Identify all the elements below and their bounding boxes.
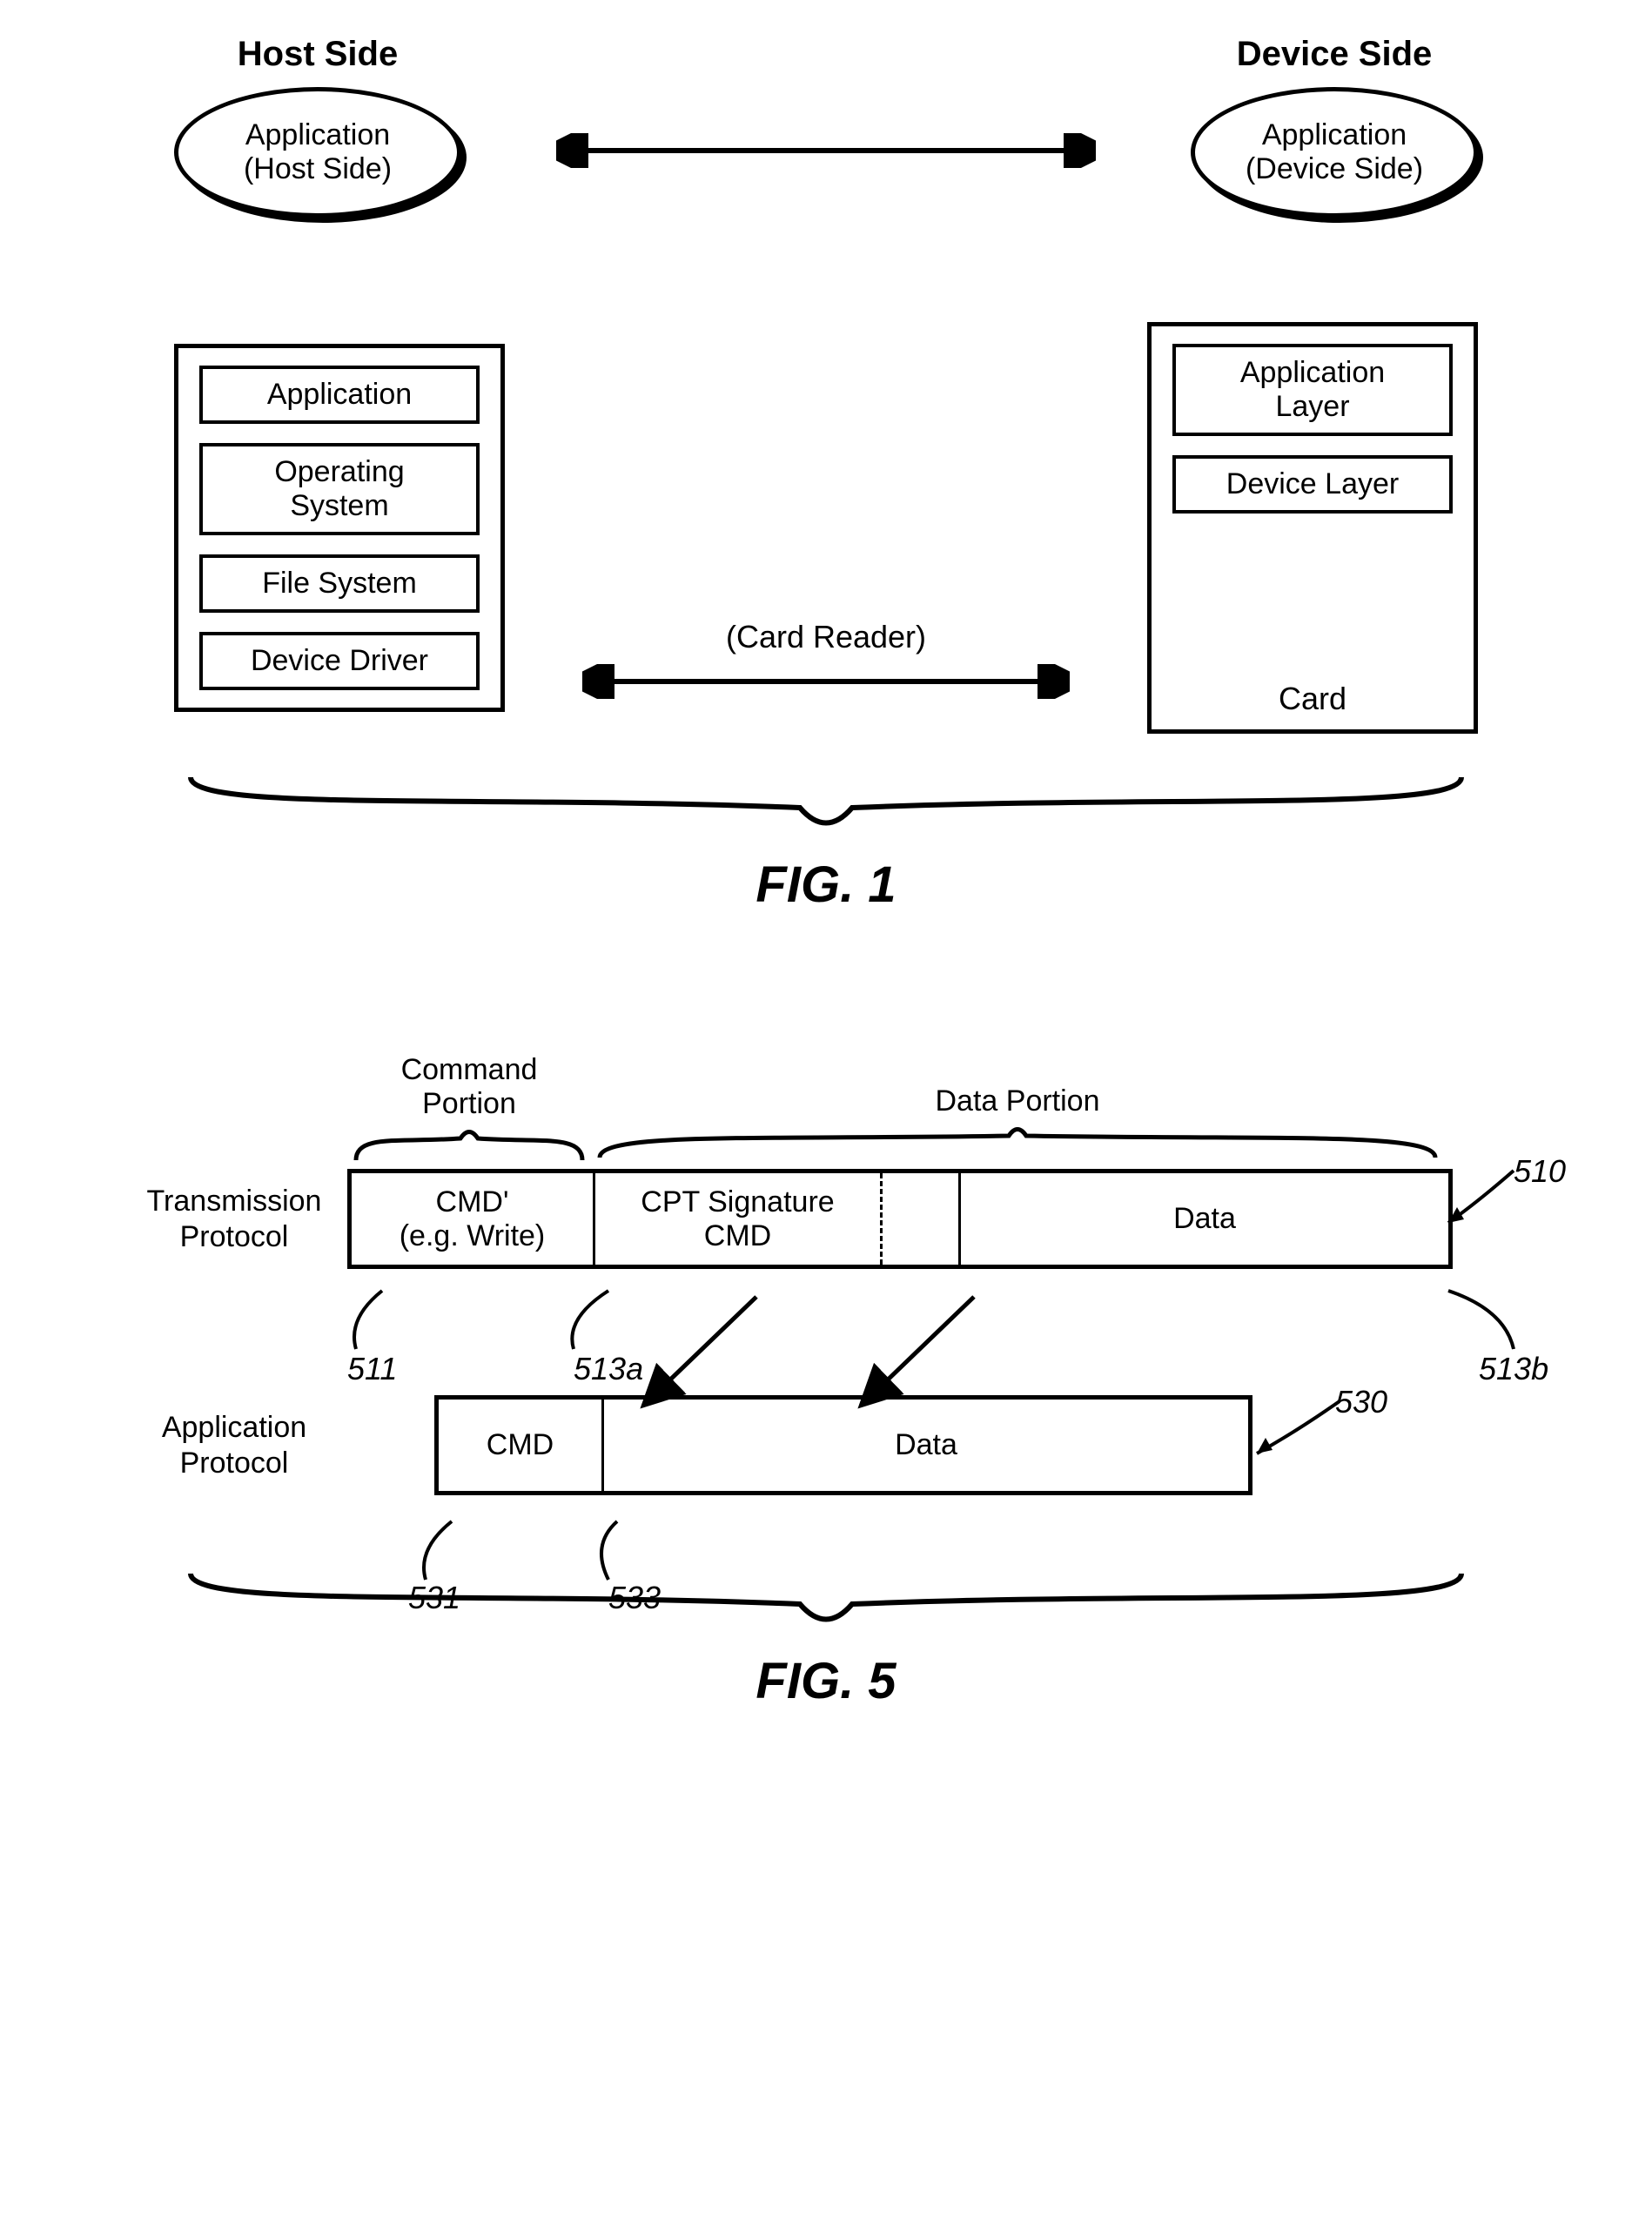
host-stack-fs: File System	[199, 554, 480, 613]
bi-arrow-mid	[582, 664, 1070, 699]
transmission-protocol-label: Transmission Protocol	[121, 1184, 347, 1255]
card-reader-label: (Card Reader)	[726, 619, 926, 655]
card-label: Card	[1172, 681, 1453, 717]
brace-cmd	[347, 1121, 591, 1165]
ref-531: 531	[408, 1580, 460, 1616]
device-stack-device-layer: Device Layer	[1172, 455, 1453, 514]
cell-513b: Data	[961, 1173, 1448, 1265]
fig5-caption: FIG. 5	[121, 1652, 1531, 1710]
application-protocol-label: Application Protocol	[121, 1410, 347, 1481]
data-portion-label: Data Portion	[591, 1053, 1444, 1118]
figure-5: Command Portion Data Portion Transmissio…	[121, 1053, 1531, 1710]
center-column: (Card Reader)	[582, 322, 1070, 734]
cell-531: CMD	[439, 1400, 604, 1491]
fig5-top-braces: Command Portion Data Portion	[121, 1053, 1531, 1169]
bi-arrow-top	[556, 133, 1096, 168]
device-col: Device Side Application (Device Side)	[1191, 35, 1478, 218]
ref-510: 510	[1514, 1153, 1566, 1190]
cell-513a: CPT Signature CMD	[595, 1173, 883, 1265]
cell-511: CMD' (e.g. Write)	[352, 1173, 595, 1265]
brace-data	[591, 1118, 1444, 1162]
device-ellipse: Application (Device Side)	[1191, 87, 1478, 218]
fig1-caption: FIG. 1	[52, 856, 1600, 914]
device-ellipse-l1: Application	[1262, 118, 1407, 152]
device-stack-app-layer: Application Layer	[1172, 344, 1453, 436]
cells-510: CMD' (e.g. Write) CPT Signature CMD Data	[347, 1169, 1453, 1269]
fig1-top-row: Host Side Application (Host Side) Device…	[52, 35, 1600, 218]
row-510: Transmission Protocol CMD' (e.g. Write) …	[121, 1169, 1531, 1269]
host-side-title: Host Side	[174, 35, 461, 74]
ref-513b: 513b	[1479, 1351, 1548, 1387]
figure-1: Host Side Application (Host Side) Device…	[52, 35, 1600, 914]
host-ellipse-l2: (Host Side)	[244, 152, 392, 186]
cell-513-gap	[883, 1173, 961, 1265]
device-ellipse-l2: (Device Side)	[1246, 152, 1423, 186]
ref-511: 511	[347, 1351, 397, 1387]
device-side-title: Device Side	[1191, 35, 1478, 74]
fig1-mid-row: Application Operating System File System…	[52, 322, 1600, 734]
ptr-513b	[1400, 1284, 1531, 1353]
host-stackbox: Application Operating System File System…	[174, 344, 505, 712]
host-stack-os: Operating System	[199, 443, 480, 535]
ptr-533	[582, 1514, 687, 1584]
cmd-portion-label: Command Portion	[347, 1053, 591, 1121]
ptr-511	[339, 1284, 443, 1353]
ptr-531	[408, 1514, 513, 1584]
fig5-underbrace	[173, 1556, 1479, 1635]
host-ellipse-l1: Application	[245, 118, 390, 152]
ref-530: 530	[1335, 1384, 1387, 1420]
arrows-510-to-530	[608, 1292, 1044, 1423]
fig1-underbrace	[173, 760, 1479, 838]
host-stack-application: Application	[199, 366, 480, 424]
host-ellipse: Application (Host Side)	[174, 87, 461, 218]
host-col: Host Side Application (Host Side)	[174, 35, 461, 218]
host-stack-driver: Device Driver	[199, 632, 480, 690]
device-cardbox: Application Layer Device Layer Card	[1147, 322, 1478, 734]
ref-533: 533	[608, 1580, 661, 1616]
